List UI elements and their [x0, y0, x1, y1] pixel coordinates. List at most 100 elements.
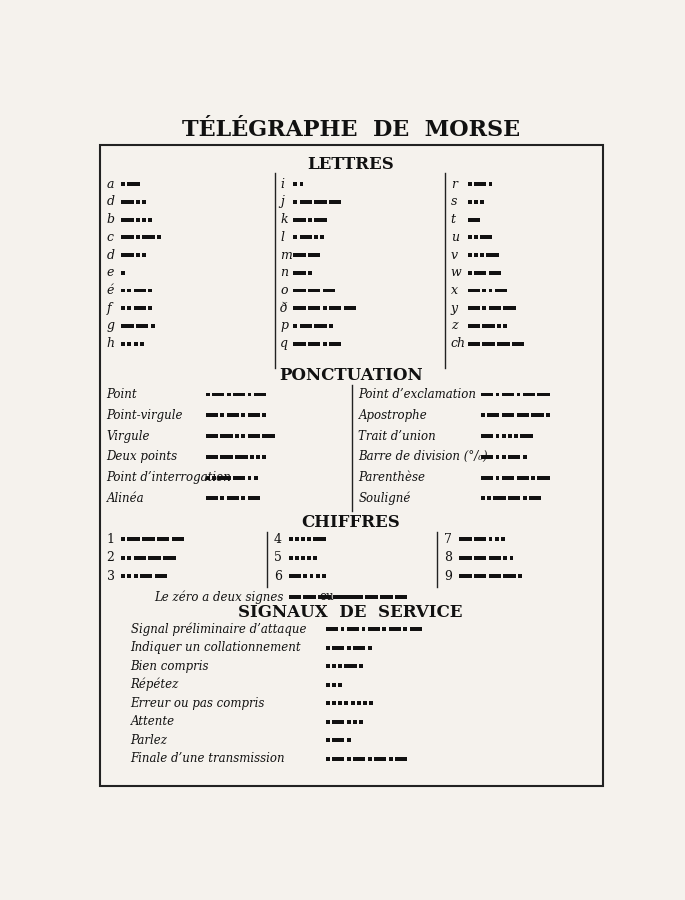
Text: CHIFFRES: CHIFFRES	[301, 514, 400, 531]
Bar	[142, 253, 146, 257]
Bar	[503, 574, 516, 578]
Bar	[295, 556, 299, 560]
Bar	[318, 595, 331, 598]
Bar	[502, 392, 514, 396]
Bar	[121, 342, 125, 346]
Bar	[127, 537, 140, 541]
Bar	[221, 497, 225, 500]
Text: Apostrophe: Apostrophe	[358, 409, 427, 422]
Text: PONCTUATION: PONCTUATION	[279, 367, 423, 384]
Bar	[127, 556, 132, 560]
Bar	[326, 683, 329, 687]
Bar	[353, 757, 365, 760]
Bar	[518, 574, 522, 578]
Bar	[474, 236, 477, 239]
Bar	[149, 218, 152, 221]
Text: s: s	[451, 195, 457, 209]
Bar	[299, 236, 312, 239]
Text: Répétez: Répétez	[131, 678, 179, 691]
Bar	[121, 218, 134, 221]
Bar	[516, 392, 521, 396]
Bar	[503, 556, 507, 560]
Bar	[206, 497, 218, 500]
Bar	[295, 537, 299, 541]
Bar	[221, 413, 225, 418]
Bar	[508, 497, 521, 500]
Bar	[151, 324, 155, 328]
Bar	[314, 236, 318, 239]
Bar	[481, 476, 493, 480]
Bar	[326, 720, 329, 724]
Bar	[136, 218, 140, 221]
Text: a: a	[107, 177, 114, 191]
Text: Point d’exclamation: Point d’exclamation	[358, 388, 477, 400]
Bar	[293, 253, 306, 257]
Bar	[523, 392, 535, 396]
Bar	[134, 306, 146, 310]
Text: Parenthèse: Parenthèse	[358, 471, 425, 484]
Bar	[496, 392, 499, 396]
Bar	[323, 306, 327, 310]
Bar	[468, 218, 480, 221]
Text: Point: Point	[107, 388, 137, 400]
Bar	[347, 757, 351, 760]
Bar	[502, 476, 514, 480]
Bar	[332, 757, 345, 760]
Bar	[155, 574, 167, 578]
Text: r: r	[451, 177, 457, 191]
Bar	[486, 253, 499, 257]
Bar	[523, 497, 527, 500]
Bar	[516, 413, 529, 418]
Bar	[496, 434, 499, 438]
Bar	[136, 236, 140, 239]
Text: c: c	[107, 231, 114, 244]
Bar	[488, 289, 493, 293]
Bar	[493, 497, 506, 500]
Bar	[293, 289, 306, 293]
Bar	[347, 627, 359, 631]
Bar	[329, 306, 341, 310]
Bar	[353, 720, 357, 724]
Bar	[332, 664, 336, 668]
Bar	[235, 434, 239, 438]
Bar	[288, 574, 301, 578]
Bar	[308, 342, 321, 346]
Text: f: f	[107, 302, 111, 315]
Bar	[163, 556, 175, 560]
Bar	[308, 537, 311, 541]
Bar	[293, 183, 297, 186]
Bar	[474, 574, 486, 578]
Bar	[474, 537, 486, 541]
Bar	[481, 497, 485, 500]
Bar	[326, 701, 329, 705]
Bar	[502, 434, 506, 438]
Bar	[241, 434, 245, 438]
Bar	[221, 454, 233, 459]
Bar	[142, 218, 146, 221]
Bar	[149, 289, 152, 293]
Bar	[262, 413, 266, 418]
Text: q: q	[280, 338, 288, 350]
Bar	[380, 595, 393, 598]
Bar	[482, 342, 495, 346]
Bar	[359, 664, 363, 668]
Text: Alinéa: Alinéa	[107, 492, 144, 505]
Bar	[250, 454, 254, 459]
Bar	[314, 324, 327, 328]
Text: Point d’interrogation: Point d’interrogation	[107, 471, 232, 484]
Bar	[206, 476, 210, 480]
Bar	[293, 306, 306, 310]
Bar	[388, 757, 393, 760]
Bar	[326, 646, 329, 650]
Bar	[329, 200, 341, 204]
Bar	[227, 413, 239, 418]
Text: o: o	[280, 284, 288, 297]
Bar	[538, 476, 550, 480]
Bar	[353, 646, 365, 650]
Bar	[468, 324, 480, 328]
Bar	[157, 537, 169, 541]
Bar	[508, 454, 521, 459]
Bar	[308, 271, 312, 274]
Bar	[482, 324, 495, 328]
Bar	[345, 701, 349, 705]
